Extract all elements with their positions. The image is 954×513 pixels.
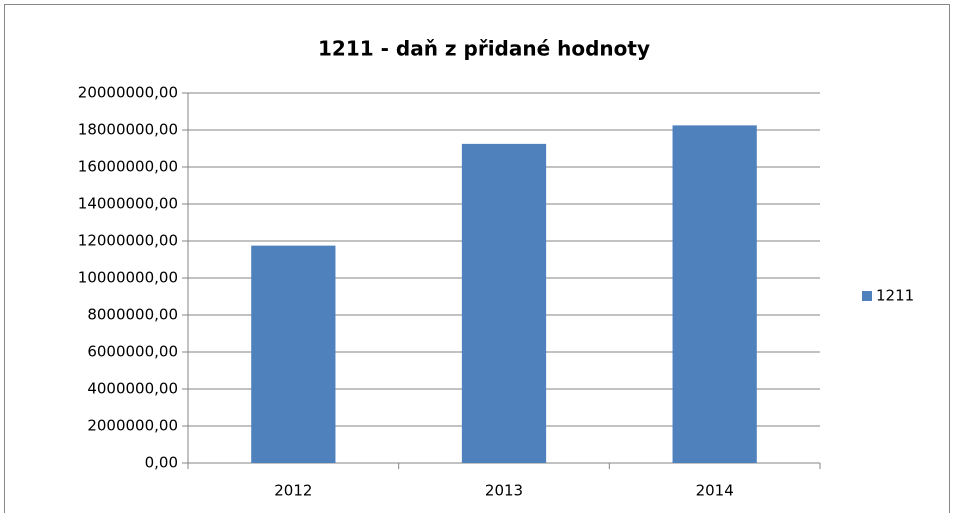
x-tick-label: 2012: [274, 482, 312, 500]
y-tick-label: 8000000,00: [87, 306, 178, 324]
y-tick-label: 4000000,00: [87, 380, 178, 398]
legend-label: 1211: [876, 287, 914, 305]
bar: [461, 143, 547, 463]
bar: [672, 125, 757, 463]
y-tick-label: 6000000,00: [87, 343, 178, 361]
y-tick-label: 10000000,00: [78, 269, 178, 287]
y-tick-label: 18000000,00: [78, 121, 178, 139]
x-tick-label: 2014: [696, 482, 734, 500]
y-tick-label: 0,00: [145, 454, 178, 472]
x-tick-label: 2013: [485, 482, 523, 500]
legend-swatch: [862, 291, 872, 301]
y-tick-label: 12000000,00: [78, 232, 178, 250]
y-tick-label: 16000000,00: [78, 158, 178, 176]
y-tick-label: 20000000,00: [78, 84, 178, 102]
bar: [251, 245, 336, 463]
y-tick-label: 14000000,00: [78, 195, 178, 213]
y-tick-label: 2000000,00: [87, 417, 178, 435]
chart-title: 1211 - daň z přidané hodnoty: [318, 37, 650, 61]
